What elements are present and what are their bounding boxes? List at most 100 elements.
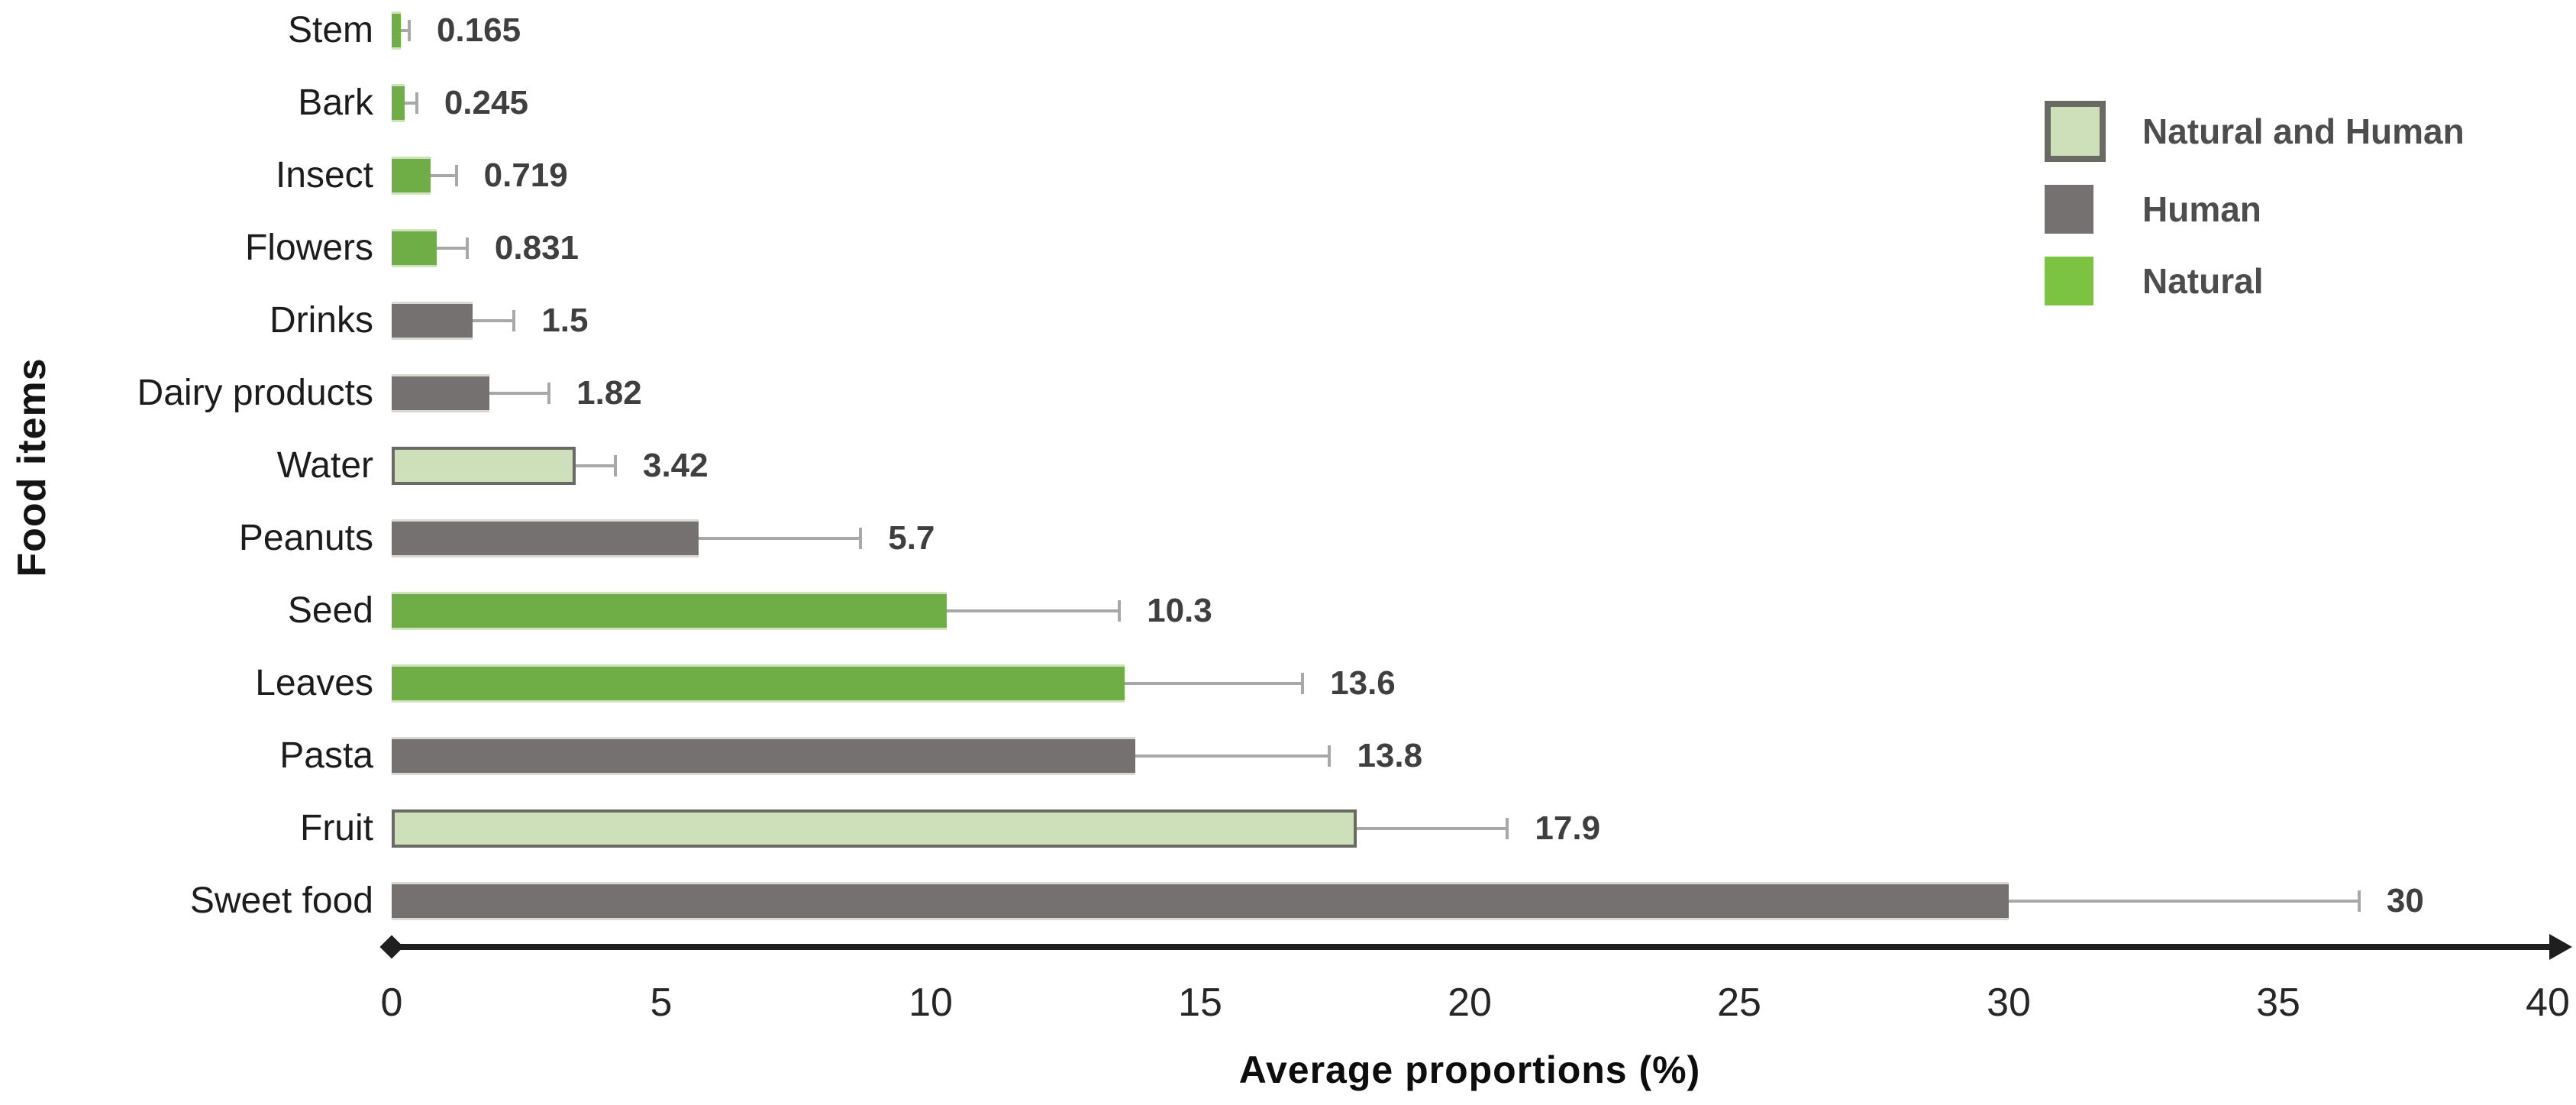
value-label: 3.42 (642, 446, 709, 484)
bar-row: Seed 10.3 (0, 574, 2576, 647)
bar (392, 664, 1125, 703)
x-tick-label: 30 (1987, 981, 2031, 1025)
value-label: 13.6 (1330, 664, 1396, 702)
legend-label: Natural (2142, 261, 2264, 301)
bar (392, 301, 473, 340)
x-tick-label: 35 (2256, 981, 2300, 1025)
error-whisker (699, 536, 861, 540)
category-label: Bark (298, 82, 373, 123)
category-label: Sweet food (189, 880, 373, 921)
bar (392, 591, 947, 630)
legend-label: Human (2142, 189, 2261, 229)
legend-swatch-icon (2045, 257, 2093, 305)
axis-origin-diamond-icon (379, 935, 404, 959)
error-whisker (1356, 826, 1508, 830)
category-label: Leaves (255, 663, 373, 703)
error-cap (454, 164, 458, 186)
error-cap (2357, 890, 2361, 912)
legend-label: Natural and Human (2142, 111, 2465, 151)
bar-row: Stem 0.165 (0, 0, 2576, 66)
error-whisker (2009, 899, 2359, 903)
bar-row: Bark 0.245 (0, 66, 2576, 139)
x-tick-label: 0 (380, 981, 403, 1025)
bar-row: Fruit 17.9 (0, 792, 2576, 864)
legend-swatch-icon (2045, 185, 2093, 234)
value-label: 0.165 (436, 11, 521, 49)
bar-row: Water 3.42 (0, 429, 2576, 502)
legend-item: Human (2045, 185, 2465, 234)
bar (392, 809, 1357, 848)
x-tick-label: 25 (1717, 981, 1761, 1025)
error-cap (415, 92, 418, 114)
error-whisker (400, 28, 409, 32)
value-label: 0.719 (483, 156, 568, 194)
x-tick-label: 15 (1178, 981, 1222, 1025)
legend-swatch-box (2045, 257, 2110, 305)
bar (392, 736, 1136, 775)
value-label: 13.8 (1357, 736, 1423, 774)
bar-row: Drinks 1.5 (0, 284, 2576, 357)
bar (392, 373, 490, 412)
value-label: 1.5 (541, 301, 589, 339)
value-label: 1.82 (576, 373, 642, 412)
x-axis-line (386, 944, 2554, 950)
bar-row: Pasta 13.8 (0, 719, 2576, 792)
error-whisker (576, 464, 615, 467)
value-label: 10.3 (1147, 591, 1212, 629)
legend-item: Natural and Human (2045, 101, 2465, 162)
bar (392, 881, 2009, 920)
x-tick-label: 5 (650, 981, 673, 1025)
bar (392, 11, 401, 50)
x-tick-label: 10 (909, 981, 953, 1025)
bar (392, 156, 431, 195)
category-label: Drinks (269, 300, 373, 341)
legend-swatch-box (2045, 101, 2110, 162)
error-whisker (436, 246, 467, 250)
axis-arrow-icon (2549, 934, 2572, 960)
value-label: 0.831 (494, 228, 579, 267)
category-label: Seed (287, 590, 373, 631)
category-label: Water (276, 445, 373, 486)
error-whisker (430, 173, 457, 177)
category-label: Fruit (300, 808, 373, 848)
error-cap (407, 19, 411, 41)
value-label: 30 (2386, 881, 2424, 919)
bar-row: Leaves 13.6 (0, 647, 2576, 719)
category-label: Dairy products (137, 373, 373, 413)
legend-swatch-icon (2045, 101, 2106, 162)
value-label: 5.7 (888, 519, 935, 557)
value-label: 17.9 (1535, 809, 1601, 847)
error-cap (1301, 672, 1305, 694)
error-cap (547, 382, 551, 404)
category-label: Peanuts (238, 518, 373, 558)
legend: Natural and Human Human Natural (2045, 101, 2465, 305)
error-whisker (472, 318, 515, 322)
error-whisker (1135, 754, 1330, 758)
bar (392, 446, 576, 485)
error-cap (1328, 745, 1332, 767)
error-cap (465, 237, 469, 259)
error-cap (859, 527, 863, 549)
bar-row: Insect 0.719 (0, 139, 2576, 212)
x-axis-title: Average proportions (%) (1238, 1048, 1701, 1091)
category-label: Insect (275, 155, 373, 195)
category-label: Flowers (244, 228, 373, 268)
legend-item: Natural (2045, 257, 2465, 305)
bar-row: Flowers 0.831 (0, 212, 2576, 284)
category-label: Pasta (279, 735, 373, 776)
bar (392, 228, 437, 267)
bar (392, 83, 405, 122)
bar-row: Dairy products 1.82 (0, 357, 2576, 429)
error-cap (512, 309, 516, 331)
error-cap (1506, 817, 1509, 839)
error-cap (1118, 599, 1122, 622)
bar (392, 519, 699, 557)
error-whisker (947, 609, 1120, 612)
bar-row: Sweet food 30 (0, 864, 2576, 937)
legend-swatch-box (2045, 185, 2110, 234)
error-whisker (1125, 681, 1303, 685)
error-cap (613, 454, 617, 477)
error-whisker (489, 391, 550, 395)
category-label: Stem (287, 10, 373, 50)
